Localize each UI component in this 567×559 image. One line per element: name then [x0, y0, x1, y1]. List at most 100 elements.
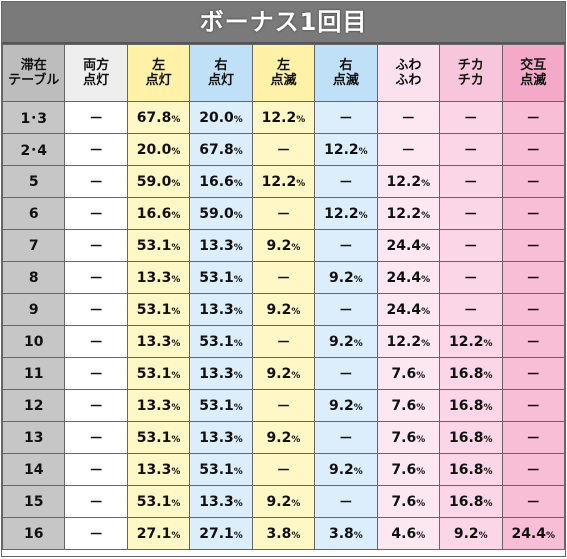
probability-cell: －	[314, 165, 378, 198]
percent-unit: %	[171, 210, 181, 221]
probability-cell: －	[501, 101, 565, 134]
cell-value: －	[89, 302, 104, 319]
cell-value: 67.8	[136, 109, 172, 126]
probability-cell: 53.1%	[189, 389, 253, 422]
column-header-line2: 点灯	[145, 73, 172, 88]
percent-unit: %	[171, 498, 181, 509]
probability-cell: 3.8%	[314, 517, 378, 550]
table-row: 2･4 － 20.0% 67.8% － 12.2% －－－	[1, 133, 565, 166]
probability-cell: －	[64, 133, 128, 166]
cell-value: 59.0	[136, 173, 172, 190]
column-header: 右点灯	[189, 44, 253, 102]
probability-cell: －	[314, 101, 378, 134]
cell-value: 24.4	[386, 269, 422, 286]
table-row: 1･3 － 67.8% 20.0% 12.2% －－－－	[1, 101, 565, 134]
cell-value: 1･3	[20, 110, 47, 127]
cell-value: －	[526, 334, 541, 351]
probability-cell: －	[501, 485, 565, 518]
cell-value: 24.4	[511, 525, 546, 542]
cell-value: －	[276, 398, 291, 415]
probability-cell: 53.1%	[126, 229, 191, 262]
table-number-cell: 15	[1, 485, 66, 518]
cell-value: 2･4	[20, 142, 47, 159]
probability-cell: 53.1%	[189, 453, 253, 486]
cell-value: 16.6	[136, 205, 172, 222]
cell-value: －	[276, 334, 291, 351]
probability-cell: 13.3%	[189, 485, 253, 518]
probability-cell: 9.2%	[314, 389, 378, 422]
probability-table: 滞在 テーブル 両方 点灯左点灯右点灯左点滅右点滅 ふわ ふわ チカ チカ 交互 点滅 1･3 － 6…	[1, 44, 565, 550]
probability-cell: 16.8%	[439, 453, 503, 486]
probability-cell: 20.0%	[126, 133, 191, 166]
cell-value: 53.1	[136, 429, 172, 446]
probability-cell: 24.4%	[376, 229, 441, 262]
probability-cell: －	[251, 389, 316, 422]
probability-cell: 13.3%	[189, 357, 253, 390]
cell-value: 59.0	[199, 205, 234, 222]
table-row: 16 － 27.1% 27.1% 3.8% 3.8% 4.6% 9.2% 24.4%	[1, 517, 565, 550]
table-row: 11 － 53.1% 13.3% 9.2% － 7.6% 16.8% －	[1, 357, 565, 390]
cell-value: －	[338, 302, 353, 319]
table-row: 13 － 53.1% 13.3% 9.2% － 7.6% 16.8% －	[1, 421, 565, 454]
column-header-line2: 点灯	[208, 73, 235, 88]
cell-value: 13.3	[136, 397, 172, 414]
cell-value: 12	[23, 397, 44, 414]
probability-cell: －	[439, 229, 503, 262]
probability-cell: 16.8%	[439, 421, 503, 454]
cell-value: －	[463, 142, 478, 159]
cell-value: －	[463, 302, 478, 319]
cell-value: 24.4	[386, 301, 422, 318]
percent-unit: %	[171, 274, 181, 285]
cell-value: －	[401, 142, 416, 159]
cell-value: 7.6	[391, 493, 417, 510]
cell-value: －	[526, 206, 541, 223]
cell-value: 53.1	[199, 269, 234, 286]
probability-cell: 53.1%	[189, 261, 253, 294]
percent-unit: %	[233, 178, 243, 189]
percent-unit: %	[291, 370, 301, 381]
cell-value: 7.6	[391, 429, 417, 446]
percent-unit: %	[353, 530, 363, 541]
column-header-line1: 交互	[520, 58, 547, 73]
cell-value: 16.6	[199, 173, 234, 190]
column-header: 右点滅	[314, 44, 378, 102]
probability-cell: 53.1%	[126, 357, 191, 390]
probability-cell: 9.2%	[314, 325, 378, 358]
probability-cell: －	[64, 325, 128, 358]
cell-value: 12.2	[324, 205, 359, 222]
probability-cell: 9.2%	[314, 261, 378, 294]
cell-value: －	[89, 142, 104, 159]
column-header: 滞在 テーブル	[1, 44, 66, 102]
column-header-line1: 左	[276, 58, 290, 73]
cell-value: －	[89, 494, 104, 511]
cell-value: 7.6	[391, 461, 417, 478]
table-row: 14 － 13.3% 53.1% － 9.2% 7.6% 16.8% －	[1, 453, 565, 486]
probability-cell: 7.6%	[376, 485, 441, 518]
probability-cell: －	[376, 133, 441, 166]
percent-unit: %	[233, 530, 243, 541]
cell-value: －	[89, 238, 104, 255]
probability-cell: 12.2%	[376, 325, 441, 358]
percent-unit: %	[358, 210, 368, 221]
probability-cell: －	[314, 485, 378, 518]
probability-cell: －	[501, 389, 565, 422]
table-row: 12 － 13.3% 53.1% － 9.2% 7.6% 16.8% －	[1, 389, 565, 422]
table-number-cell: 1･3	[1, 101, 66, 134]
percent-unit: %	[233, 210, 243, 221]
cell-value: 13.3	[199, 365, 234, 382]
percent-unit: %	[416, 434, 426, 445]
probability-cell: 53.1%	[189, 325, 253, 358]
column-header: 左点滅	[251, 44, 316, 102]
probability-cell: 27.1%	[189, 517, 253, 550]
probability-cell: －	[64, 261, 128, 294]
percent-unit: %	[171, 178, 181, 189]
percent-unit: %	[358, 146, 368, 157]
table-row: 15 － 53.1% 13.3% 9.2% － 7.6% 16.8% －	[1, 485, 565, 518]
probability-cell: 12.2%	[251, 101, 316, 134]
probability-cell: 9.2%	[314, 453, 378, 486]
cell-value: 3.8	[266, 525, 292, 542]
percent-unit: %	[233, 242, 243, 253]
cell-value: 53.1	[136, 301, 172, 318]
probability-cell: －	[501, 165, 565, 198]
cell-value: 67.8	[199, 141, 234, 158]
